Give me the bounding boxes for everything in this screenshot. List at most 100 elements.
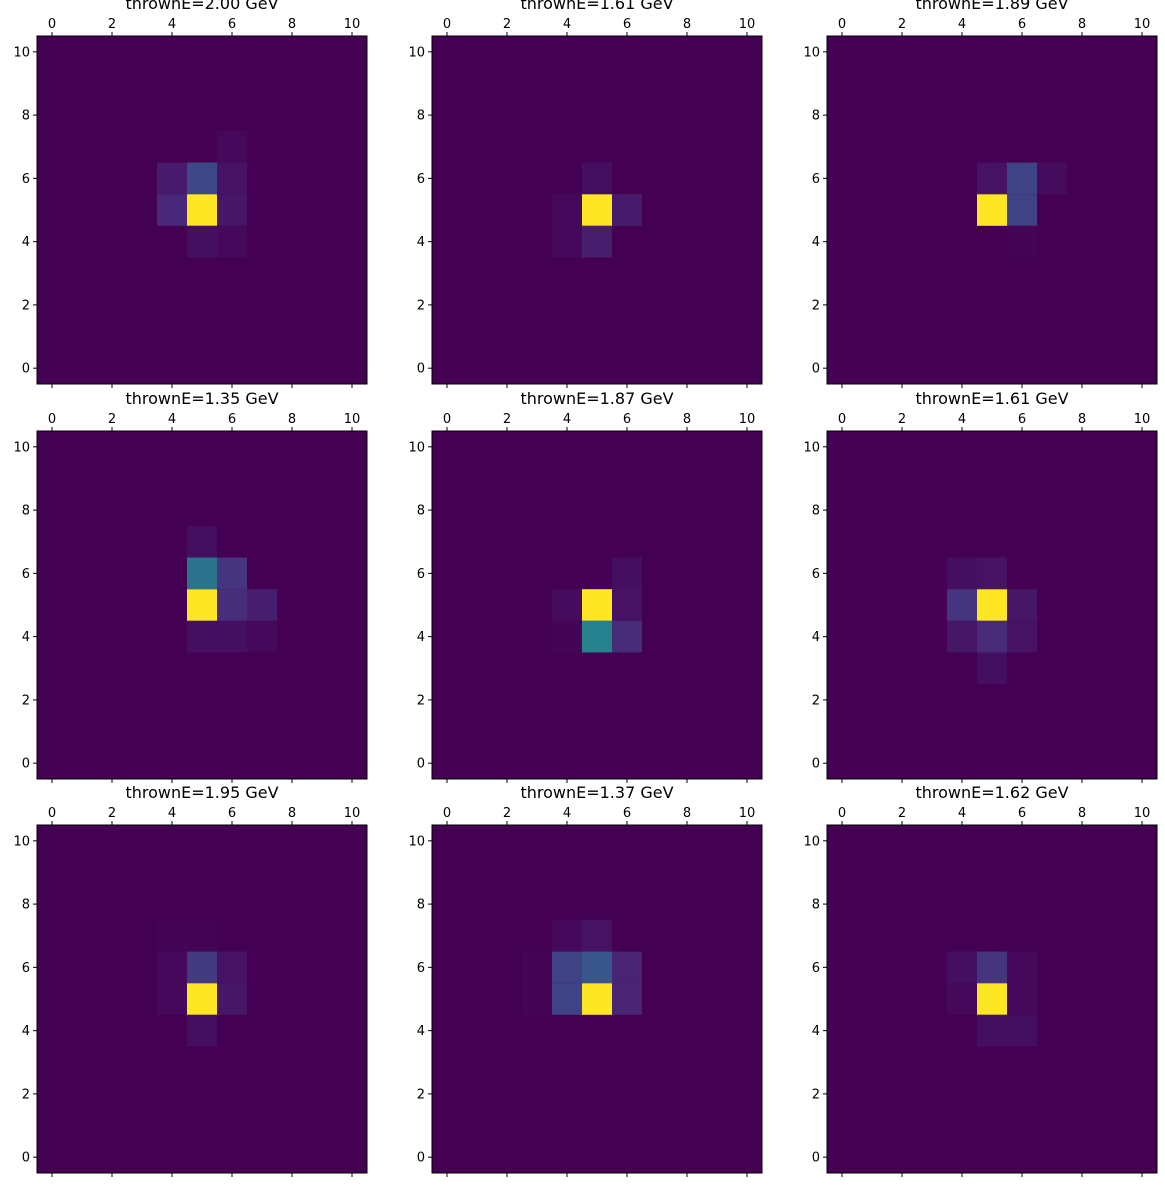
y-tick-label: 8 bbox=[417, 109, 425, 124]
x-tick-label: 8 bbox=[1078, 806, 1086, 821]
x-tick-label: 8 bbox=[288, 17, 296, 32]
heatmap-cell bbox=[1007, 620, 1037, 653]
subplot-title: thrownE=1.62 GeV bbox=[915, 783, 1068, 802]
x-tick-label: 4 bbox=[563, 412, 571, 427]
y-tick-label: 10 bbox=[803, 440, 820, 455]
x-tick-label: 10 bbox=[1134, 412, 1151, 427]
y-tick-label: 2 bbox=[417, 693, 425, 708]
subplot-3: thrownE=1.89 GeV 0 2 4 6 8 10 0 2 4 6 8 10 bbox=[803, 0, 1158, 388]
heatmap-cell bbox=[1007, 1014, 1037, 1047]
subplot-title: thrownE=1.95 GeV bbox=[125, 783, 278, 802]
y-tick-label: 2 bbox=[22, 693, 30, 708]
heatmap-cell bbox=[612, 951, 642, 984]
heatmap-cell bbox=[522, 983, 552, 1015]
y-tick-label: 2 bbox=[812, 693, 820, 708]
heatmap-cell bbox=[552, 620, 582, 653]
heatmap-cell bbox=[947, 557, 977, 590]
axes-frame bbox=[826, 430, 1158, 780]
y-tick-label: 0 bbox=[22, 1151, 30, 1166]
heatmap-cell bbox=[977, 557, 1007, 590]
heatmap-cell bbox=[217, 225, 247, 258]
heatmap-cell bbox=[552, 983, 582, 1015]
heatmap-cell bbox=[157, 951, 187, 984]
axes-frame bbox=[36, 430, 368, 780]
x-tick-label: 10 bbox=[739, 17, 756, 32]
x-tick-label: 4 bbox=[958, 412, 966, 427]
heatmap-cell bbox=[947, 951, 977, 984]
x-tick-label: 10 bbox=[1134, 17, 1151, 32]
y-tick-label: 4 bbox=[812, 235, 820, 250]
y-tick-label: 6 bbox=[417, 567, 425, 582]
heatmap-cell bbox=[1037, 162, 1067, 195]
x-tick-label: 6 bbox=[623, 17, 631, 32]
y-tick-label: 2 bbox=[812, 298, 820, 313]
subplot-title: thrownE=1.89 GeV bbox=[915, 0, 1068, 13]
y-tick-label: 2 bbox=[22, 298, 30, 313]
subplot-title: thrownE=2.00 GeV bbox=[125, 0, 278, 13]
x-tick-label: 6 bbox=[1018, 17, 1026, 32]
heatmap-cell bbox=[582, 919, 612, 952]
x-tick-label: 0 bbox=[48, 412, 56, 427]
y-tick-label: 0 bbox=[417, 362, 425, 377]
heatmap-cell bbox=[187, 620, 217, 653]
heatmap-cell bbox=[582, 620, 612, 653]
x-tick-label: 8 bbox=[683, 806, 691, 821]
x-tick-label: 0 bbox=[443, 17, 451, 32]
x-tick-label: 0 bbox=[838, 806, 846, 821]
heatmap-cell bbox=[977, 620, 1007, 653]
heatmap-cell bbox=[157, 983, 187, 1015]
y-tick-label: 10 bbox=[408, 45, 425, 60]
heatmap-cell bbox=[582, 951, 612, 984]
heatmap-cell bbox=[947, 983, 977, 1015]
x-tick-label: 4 bbox=[563, 17, 571, 32]
y-tick-label: 0 bbox=[417, 1151, 425, 1166]
x-tick-label: 4 bbox=[958, 806, 966, 821]
subplot-title: thrownE=1.37 GeV bbox=[520, 783, 673, 802]
heatmap-cell bbox=[552, 225, 582, 258]
y-tick-label: 10 bbox=[13, 440, 30, 455]
y-tick-label: 0 bbox=[22, 362, 30, 377]
heatmap-cell bbox=[582, 162, 612, 195]
y-tick-label: 8 bbox=[22, 504, 30, 519]
x-tick-label: 8 bbox=[1078, 412, 1086, 427]
x-tick-label: 8 bbox=[288, 806, 296, 821]
y-tick-label: 0 bbox=[22, 757, 30, 772]
heatmap-cell bbox=[582, 225, 612, 258]
x-tick-label: 6 bbox=[1018, 412, 1026, 427]
y-tick-label: 2 bbox=[417, 1087, 425, 1102]
heatmap-cell bbox=[217, 951, 247, 984]
y-tick-label: 6 bbox=[417, 961, 425, 976]
heatmap-cell bbox=[552, 919, 582, 952]
x-tick-label: 6 bbox=[228, 806, 236, 821]
heatmap-cell bbox=[247, 589, 277, 621]
y-tick-label: 4 bbox=[22, 630, 30, 645]
y-tick-label: 10 bbox=[803, 834, 820, 849]
x-tick-label: 4 bbox=[168, 412, 176, 427]
x-tick-label: 8 bbox=[683, 412, 691, 427]
y-tick-label: 0 bbox=[417, 757, 425, 772]
y-tick-label: 2 bbox=[22, 1087, 30, 1102]
x-tick-label: 4 bbox=[168, 806, 176, 821]
heatmap-cell bbox=[612, 589, 642, 621]
x-tick-label: 0 bbox=[838, 17, 846, 32]
heatmap-cell bbox=[187, 951, 217, 984]
y-tick-label: 6 bbox=[812, 172, 820, 187]
heatmap-cell bbox=[247, 620, 277, 653]
heatmap-cell bbox=[1007, 225, 1037, 258]
subplot-title: thrownE=1.61 GeV bbox=[520, 0, 673, 13]
y-tick-label: 0 bbox=[812, 362, 820, 377]
x-tick-label: 6 bbox=[228, 412, 236, 427]
y-tick-label: 4 bbox=[812, 1024, 820, 1039]
y-tick-label: 6 bbox=[22, 961, 30, 976]
heatmap-cell bbox=[552, 194, 582, 226]
x-tick-label: 2 bbox=[108, 806, 116, 821]
axes-frame bbox=[826, 35, 1158, 385]
subplot-title: thrownE=1.87 GeV bbox=[520, 389, 673, 408]
x-tick-label: 6 bbox=[1018, 806, 1026, 821]
y-tick-label: 6 bbox=[812, 961, 820, 976]
subplot-title: thrownE=1.61 GeV bbox=[915, 389, 1068, 408]
x-tick-label: 0 bbox=[838, 412, 846, 427]
heatmap-cell bbox=[612, 620, 642, 653]
x-tick-label: 6 bbox=[228, 17, 236, 32]
subplot-title: thrownE=1.35 GeV bbox=[125, 389, 278, 408]
